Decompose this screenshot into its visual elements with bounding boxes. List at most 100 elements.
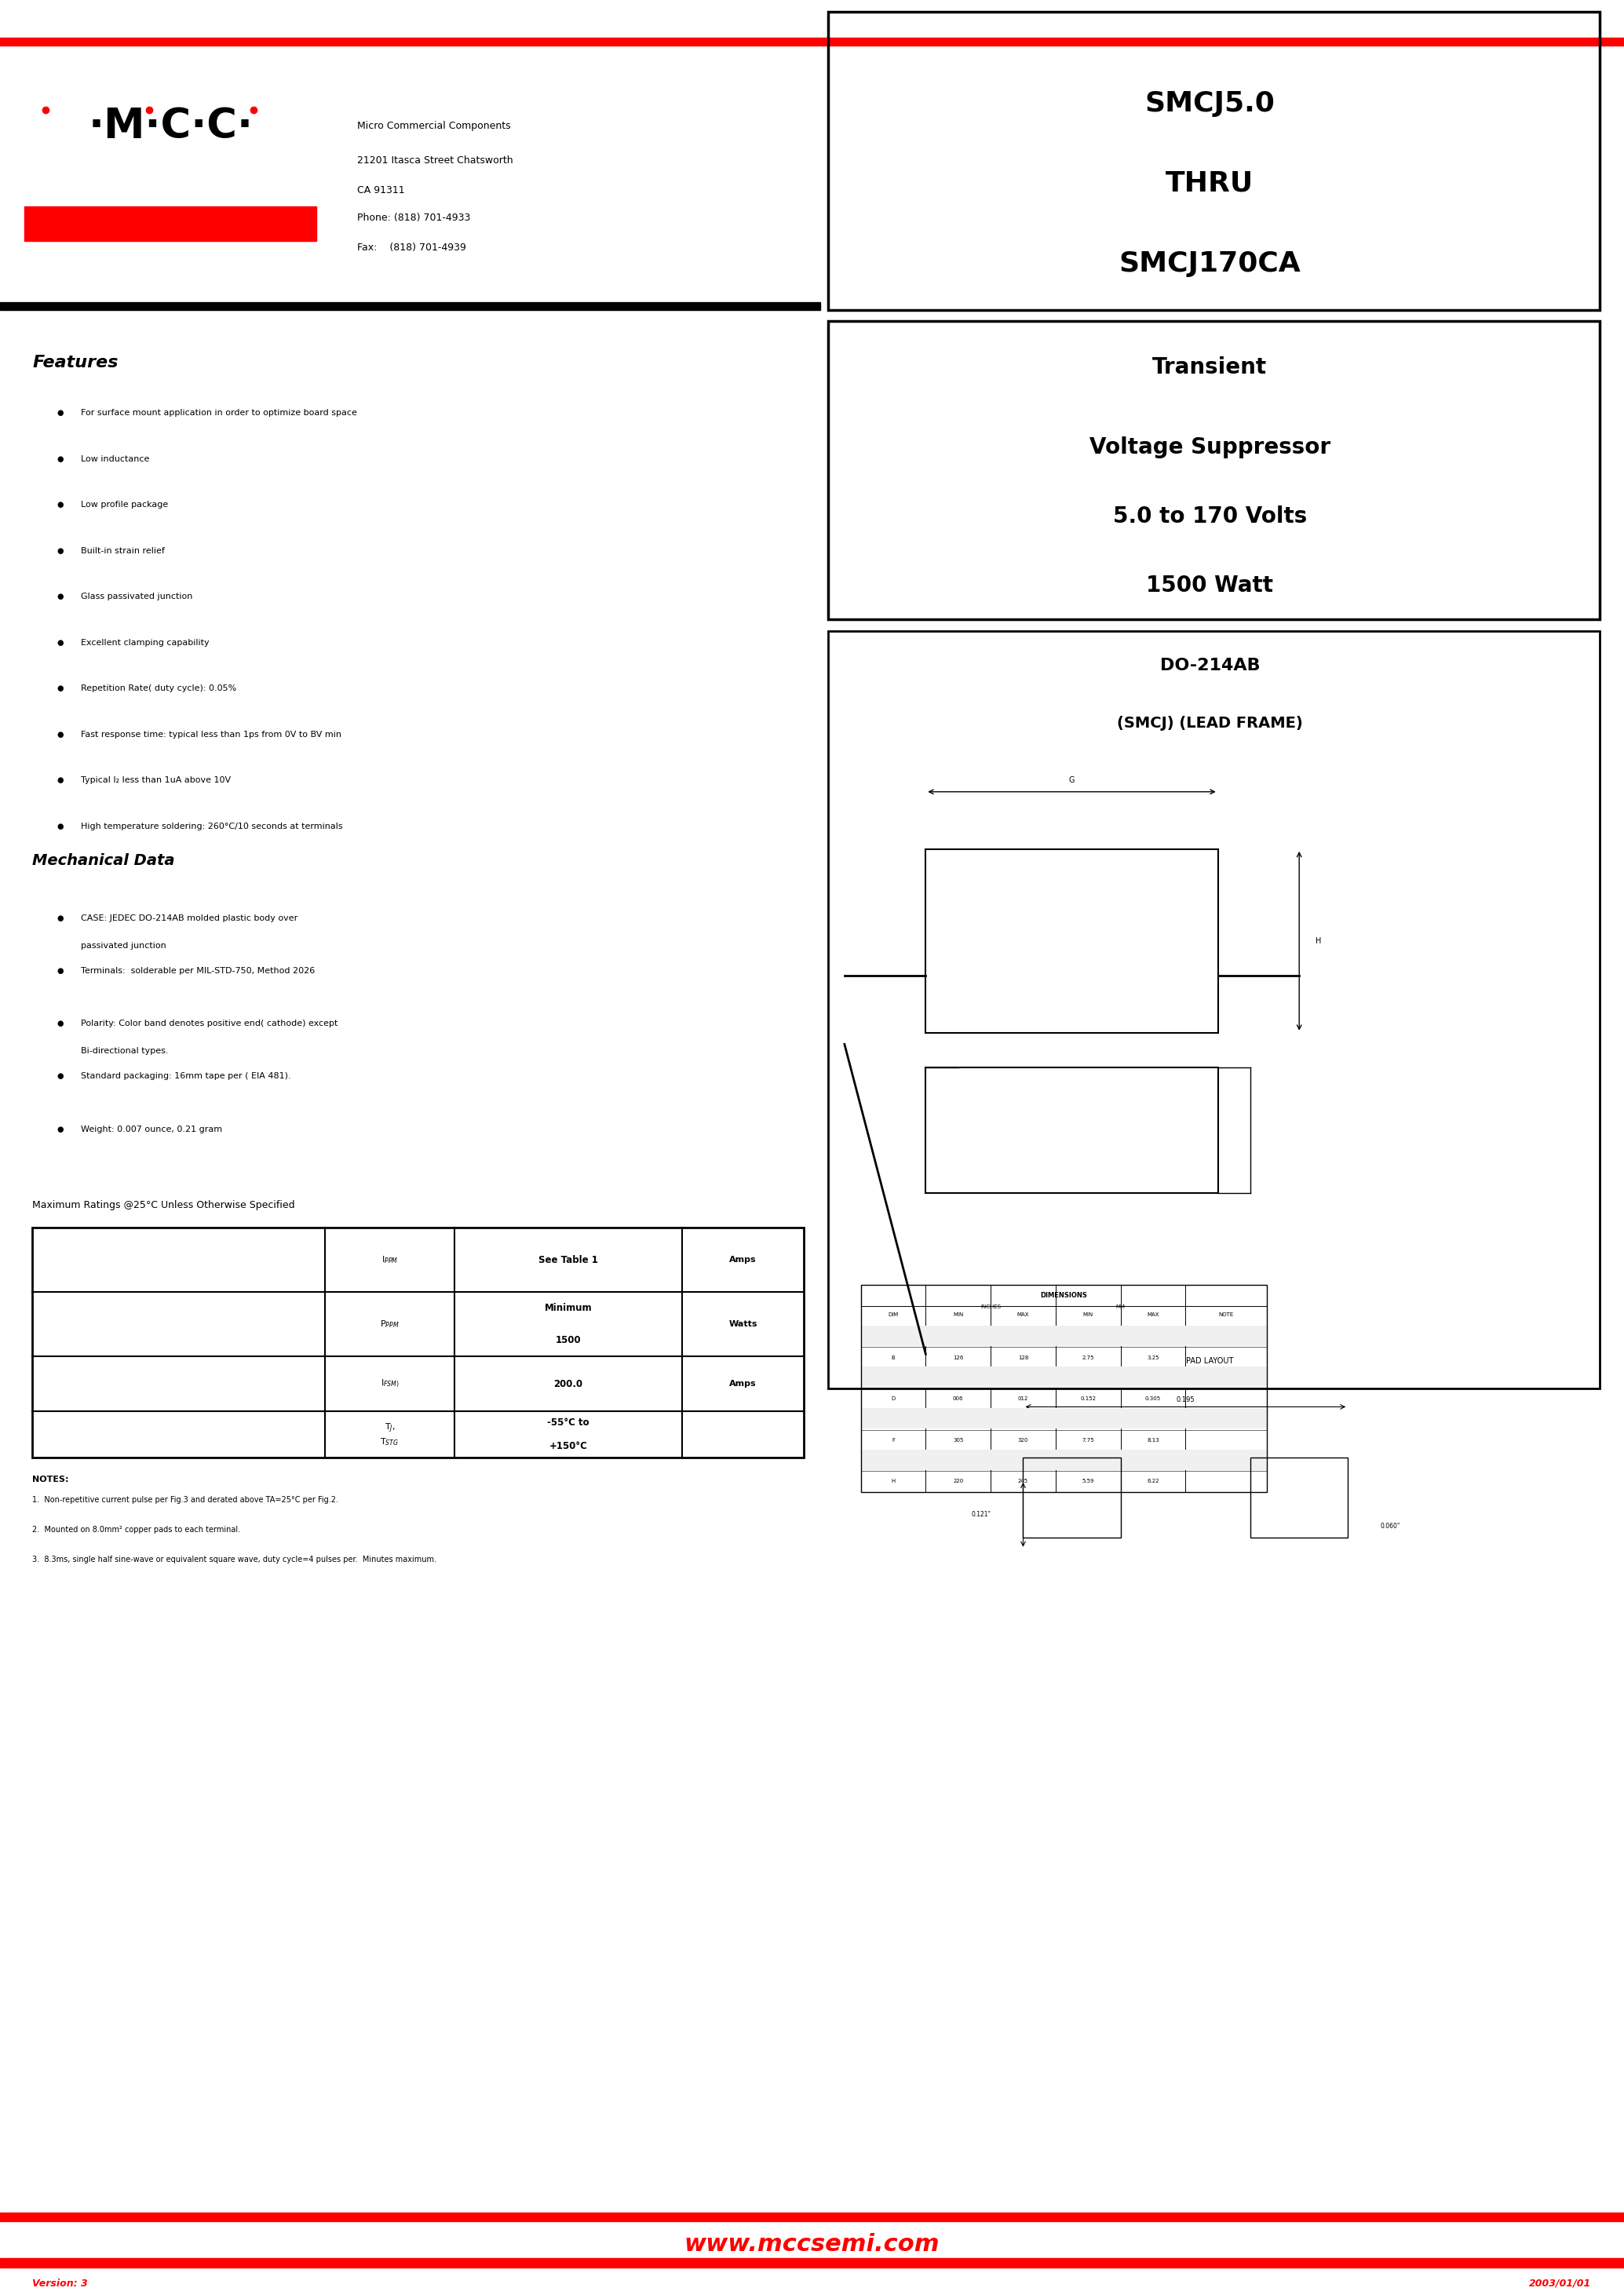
Text: NOTE: NOTE [1218, 1313, 1234, 1317]
Text: ●: ● [57, 409, 63, 418]
Text: Polarity: Color band denotes positive end( cathode) except: Polarity: Color band denotes positive en… [81, 1019, 338, 1028]
Bar [0, 2212, 1624, 2222]
Text: 2.62: 2.62 [1147, 1333, 1160, 1340]
Text: DIMENSIONS: DIMENSIONS [1041, 1292, 1086, 1299]
Bar [861, 1366, 1267, 1386]
Text: P$_{PPM}$: P$_{PPM}$ [380, 1320, 400, 1329]
Text: 002: 002 [953, 1375, 963, 1382]
Text: T$_J$,
T$_{STG}$: T$_J$, T$_{STG}$ [380, 1421, 400, 1448]
Text: 079: 079 [953, 1333, 963, 1340]
Text: ●: ● [57, 1072, 63, 1081]
Text: Standard packaging: 16mm tape per ( EIA 481).: Standard packaging: 16mm tape per ( EIA … [81, 1072, 291, 1081]
Text: G: G [1069, 776, 1075, 785]
Text: 3.  8.3ms, single half sine-wave or equivalent square wave, duty cycle=4 pulses : 3. 8.3ms, single half sine-wave or equiv… [32, 1556, 437, 1563]
Bar [0, 301, 820, 310]
Text: ●: ● [57, 822, 63, 831]
Text: Typical I₂ less than 1uA above 10V: Typical I₂ less than 1uA above 10V [81, 776, 231, 785]
Bar [0, 2258, 1624, 2267]
Text: 21201 Itasca Street Chatsworth: 21201 Itasca Street Chatsworth [357, 156, 513, 165]
Text: 280: 280 [953, 1457, 963, 1464]
Text: 280: 280 [1018, 1457, 1028, 1464]
Text: Maximum Ratings @25°C Unless Otherwise Specified: Maximum Ratings @25°C Unless Otherwise S… [32, 1200, 296, 1209]
Text: Amps: Amps [729, 1255, 757, 1265]
Text: 103: 103 [1018, 1333, 1028, 1340]
Text: ●: ● [57, 1019, 63, 1028]
Text: H: H [892, 1478, 895, 1485]
Text: Terminals:  solderable per MIL-STD-750, Method 2026: Terminals: solderable per MIL-STD-750, M… [81, 966, 315, 975]
Text: ●: ● [57, 913, 63, 923]
Text: 305: 305 [953, 1437, 963, 1444]
Text: SMCJ5.0: SMCJ5.0 [1145, 90, 1275, 117]
Text: 0.060": 0.060" [1380, 1522, 1400, 1531]
Text: www.mccsemi.com: www.mccsemi.com [684, 2233, 940, 2256]
Bar [32, 1228, 325, 1292]
Text: 7.75: 7.75 [1082, 1437, 1095, 1444]
Text: ●: ● [57, 684, 63, 693]
Text: Peak forward surge: Peak forward surge [41, 1361, 132, 1370]
Text: 5.59: 5.59 [1082, 1478, 1095, 1485]
Text: Amps: Amps [729, 1379, 757, 1388]
Text: ●: ● [57, 730, 63, 739]
Text: E: E [892, 1416, 895, 1423]
Text: 1500: 1500 [555, 1336, 581, 1345]
Text: C: C [892, 1375, 895, 1382]
Text: B: B [892, 1354, 895, 1361]
Text: 2.  Mounted on 8.0mm² copper pads to each terminal.: 2. Mounted on 8.0mm² copper pads to each… [32, 1526, 240, 1533]
Text: Mechanical Data: Mechanical Data [32, 854, 175, 868]
Text: 030: 030 [953, 1416, 963, 1423]
Text: 1500 Watt: 1500 Watt [1147, 574, 1273, 597]
Text: 0.051: 0.051 [1080, 1375, 1096, 1382]
Text: DO-214AB: DO-214AB [1160, 659, 1260, 672]
Text: 7.11: 7.11 [1147, 1457, 1160, 1464]
Text: 126: 126 [953, 1354, 963, 1361]
Text: Excellent clamping capability: Excellent clamping capability [81, 638, 209, 647]
Text: ●: ● [57, 776, 63, 785]
Text: 012: 012 [1018, 1395, 1028, 1402]
Bar [24, 207, 317, 241]
Bar [1250, 1457, 1348, 1538]
Text: A: A [892, 1333, 895, 1340]
Text: High temperature soldering: 260°C/10 seconds at terminals: High temperature soldering: 260°C/10 sec… [81, 822, 343, 831]
Text: 050: 050 [1018, 1416, 1028, 1423]
Text: Version: 3: Version: 3 [32, 2279, 88, 2288]
Text: Peak Pulse Current on: Peak Pulse Current on [41, 1235, 143, 1242]
Text: ●: ● [57, 638, 63, 647]
Text: 0.305: 0.305 [1145, 1395, 1161, 1402]
Text: 2.00: 2.00 [1082, 1333, 1095, 1340]
Text: ·M·C·C·: ·M·C·C· [88, 106, 253, 147]
Text: F: F [892, 1437, 895, 1444]
Text: For surface mount application in order to optimize board space: For surface mount application in order t… [81, 409, 357, 418]
Text: Watts: Watts [729, 1320, 757, 1329]
Text: ●: ● [57, 454, 63, 464]
Bar [0, 39, 1624, 46]
Text: 3.25: 3.25 [1147, 1354, 1160, 1361]
Bar [861, 1324, 1267, 1345]
Bar [861, 1407, 1267, 1427]
Text: G: G [892, 1457, 895, 1464]
Text: current (JEDEC: current (JEDEC [41, 1379, 109, 1388]
Text: D: D [892, 1395, 895, 1402]
Text: -55°C to: -55°C to [547, 1418, 590, 1427]
Text: Operation And Storage: Operation And Storage [41, 1418, 148, 1427]
Bar [32, 1356, 325, 1411]
Text: SUGGESTED SOLDER: SUGGESTED SOLDER [1169, 1338, 1250, 1347]
Text: Low profile package: Low profile package [81, 500, 169, 509]
Text: SMCJ170CA: SMCJ170CA [1119, 250, 1301, 278]
Text: 320: 320 [1018, 1437, 1028, 1444]
Text: ●: ● [57, 592, 63, 601]
Text: (SMCJ) (LEAD FRAME): (SMCJ) (LEAD FRAME) [1117, 716, 1302, 730]
Text: 2.75: 2.75 [1082, 1354, 1095, 1361]
Text: THRU: THRU [1166, 170, 1254, 197]
Text: Method) (Note 2,3): Method) (Note 2,3) [41, 1398, 128, 1407]
Text: MAX: MAX [1147, 1313, 1160, 1317]
Text: Peak Pulse Power: Peak Pulse Power [41, 1299, 123, 1306]
Bar [32, 1228, 804, 1457]
Text: ●: ● [57, 1125, 63, 1134]
Text: I$_{PPM}$: I$_{PPM}$ [382, 1255, 398, 1265]
Text: Voltage Suppressor: Voltage Suppressor [1090, 436, 1330, 459]
Text: MIN: MIN [1083, 1313, 1093, 1317]
Text: Minimum: Minimum [544, 1304, 593, 1313]
Text: 006: 006 [953, 1395, 963, 1402]
Text: 5.0 to 170 Volts: 5.0 to 170 Volts [1112, 505, 1307, 528]
Text: 128: 128 [1018, 1354, 1028, 1361]
